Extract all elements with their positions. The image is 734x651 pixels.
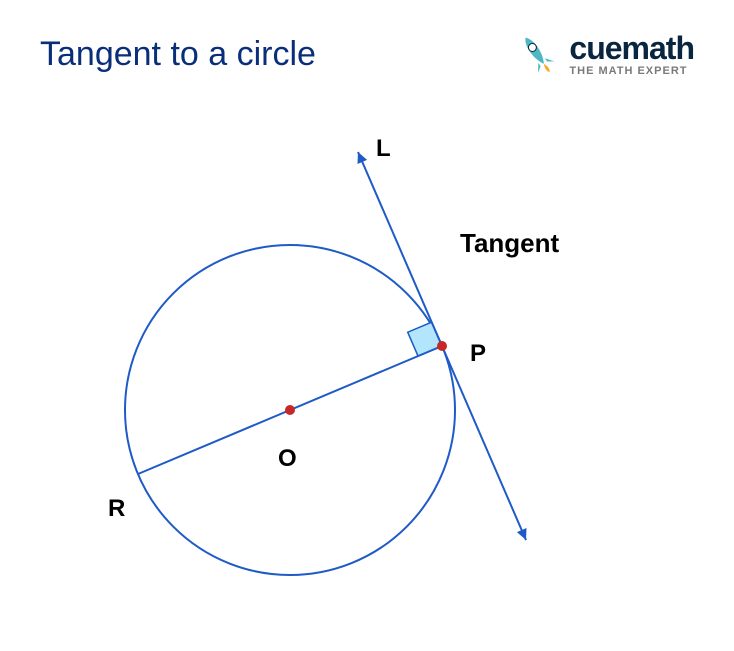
rocket-icon	[513, 30, 561, 78]
label-R: R	[108, 495, 125, 523]
geometry-diagram: L P O R Tangent	[0, 100, 734, 646]
label-O: O	[278, 445, 297, 473]
page-title: Tangent to a circle	[40, 35, 316, 74]
logo-text: cuemath	[569, 32, 694, 64]
label-P: P	[470, 340, 486, 368]
logo-math: math	[622, 30, 694, 66]
logo-tagline: THE MATH EXPERT	[569, 66, 694, 77]
brand-logo: cuemath THE MATH EXPERT	[513, 30, 694, 78]
label-L: L	[376, 135, 391, 163]
logo-cue: cue	[569, 30, 621, 66]
label-tangent: Tangent	[460, 228, 559, 259]
